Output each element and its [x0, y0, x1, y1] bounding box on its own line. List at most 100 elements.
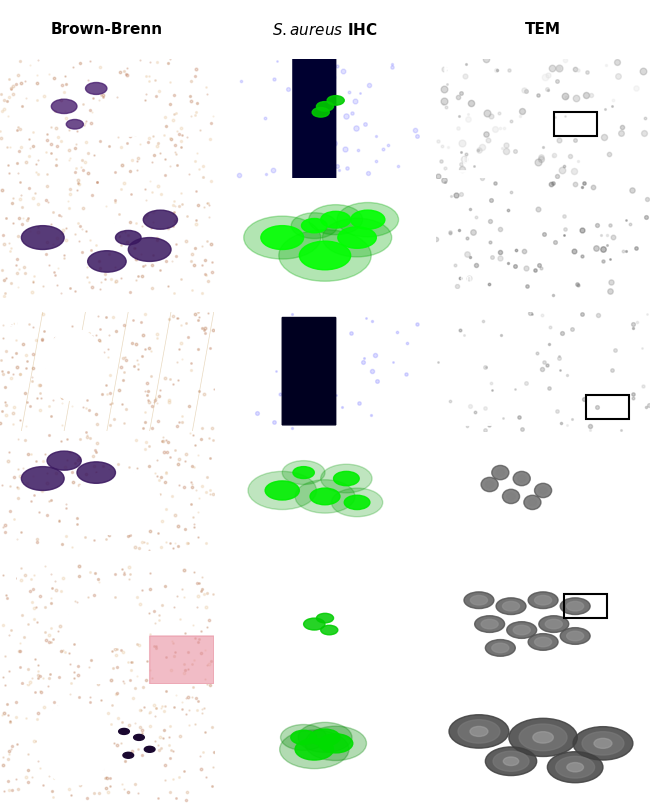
Circle shape	[51, 100, 77, 114]
Circle shape	[248, 472, 317, 510]
Circle shape	[582, 732, 624, 755]
Circle shape	[66, 120, 83, 130]
Text: L: L	[443, 435, 452, 449]
Circle shape	[310, 488, 340, 505]
Circle shape	[265, 481, 300, 500]
Circle shape	[503, 757, 519, 765]
Circle shape	[545, 620, 562, 629]
Text: E: E	[443, 63, 452, 77]
Text: I: I	[224, 316, 229, 330]
Circle shape	[77, 463, 116, 483]
Circle shape	[509, 719, 577, 756]
Ellipse shape	[517, 475, 526, 483]
Text: D: D	[224, 182, 236, 196]
Circle shape	[327, 96, 344, 106]
Ellipse shape	[481, 478, 498, 492]
Ellipse shape	[528, 499, 537, 507]
Text: K: K	[443, 316, 453, 330]
Circle shape	[320, 212, 350, 229]
Text: TEM: TEM	[525, 22, 561, 37]
Circle shape	[492, 643, 509, 653]
Circle shape	[310, 729, 340, 746]
Circle shape	[567, 631, 584, 641]
Ellipse shape	[502, 490, 519, 504]
Circle shape	[134, 735, 144, 740]
Circle shape	[282, 461, 325, 485]
Circle shape	[560, 598, 590, 615]
Ellipse shape	[45, 330, 105, 402]
FancyBboxPatch shape	[282, 318, 335, 426]
Circle shape	[304, 618, 325, 630]
Circle shape	[47, 451, 81, 471]
Text: M: M	[6, 569, 20, 582]
Circle shape	[128, 238, 171, 262]
Circle shape	[317, 103, 333, 112]
Circle shape	[312, 108, 330, 118]
Ellipse shape	[507, 493, 515, 500]
Text: P: P	[224, 687, 235, 701]
Circle shape	[318, 734, 353, 753]
Text: $\it{S. aureus}$ IHC: $\it{S. aureus}$ IHC	[272, 22, 378, 38]
Circle shape	[322, 219, 392, 258]
Circle shape	[281, 724, 327, 750]
Circle shape	[519, 724, 567, 751]
Circle shape	[21, 226, 64, 251]
Text: Q: Q	[443, 569, 454, 582]
Circle shape	[502, 601, 519, 611]
Circle shape	[123, 752, 134, 758]
Ellipse shape	[486, 481, 494, 488]
Text: A: A	[6, 63, 17, 77]
FancyBboxPatch shape	[293, 59, 335, 179]
Circle shape	[116, 231, 141, 246]
Circle shape	[556, 756, 595, 778]
Text: Brown-Brenn: Brown-Brenn	[51, 22, 163, 37]
Circle shape	[86, 84, 107, 96]
Circle shape	[300, 242, 350, 271]
Circle shape	[344, 495, 370, 510]
Text: B: B	[6, 182, 17, 196]
Circle shape	[320, 465, 372, 493]
Bar	[586, 396, 629, 419]
Circle shape	[337, 203, 398, 238]
Circle shape	[291, 730, 317, 744]
Circle shape	[279, 230, 371, 282]
Text: O: O	[224, 569, 237, 582]
Circle shape	[481, 620, 498, 629]
Ellipse shape	[524, 495, 541, 510]
Circle shape	[333, 472, 359, 486]
Circle shape	[291, 214, 337, 239]
Circle shape	[293, 467, 315, 479]
Circle shape	[486, 640, 515, 657]
Circle shape	[513, 626, 530, 635]
Ellipse shape	[534, 483, 552, 498]
Circle shape	[305, 726, 367, 760]
Circle shape	[21, 467, 64, 491]
FancyBboxPatch shape	[150, 636, 214, 684]
Text: 1 μm: 1 μm	[447, 526, 472, 536]
Text: 5 μm: 5 μm	[447, 407, 472, 417]
Text: J: J	[224, 435, 229, 449]
Circle shape	[493, 752, 529, 772]
Circle shape	[528, 634, 558, 650]
Circle shape	[534, 596, 552, 605]
Circle shape	[350, 211, 385, 230]
Circle shape	[594, 739, 612, 748]
Circle shape	[547, 752, 603, 783]
Ellipse shape	[539, 487, 547, 495]
Text: 5 μm: 5 μm	[447, 274, 472, 283]
Circle shape	[317, 613, 333, 623]
Circle shape	[295, 739, 333, 760]
Circle shape	[464, 592, 494, 609]
Circle shape	[295, 480, 355, 513]
Circle shape	[320, 626, 338, 635]
Circle shape	[449, 715, 509, 748]
Circle shape	[298, 723, 352, 752]
Text: 500 nm: 500 nm	[447, 779, 484, 789]
Circle shape	[470, 727, 488, 736]
Text: 50 μm: 50 μm	[447, 154, 478, 165]
Circle shape	[244, 217, 320, 259]
Circle shape	[486, 747, 537, 776]
Circle shape	[332, 488, 383, 517]
Text: R: R	[443, 687, 453, 701]
Circle shape	[496, 598, 526, 615]
